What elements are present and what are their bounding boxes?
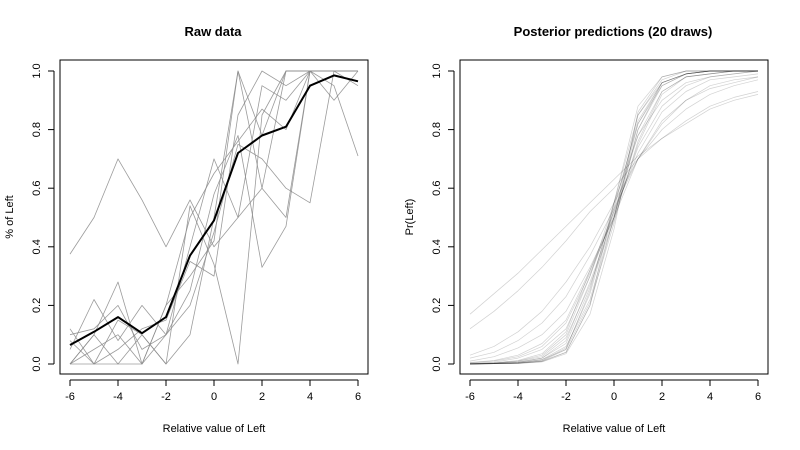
- y-tick-label: 0.8: [431, 122, 443, 137]
- y-tick-label: 0.0: [31, 356, 43, 371]
- raw-individual-line: [70, 70, 358, 365]
- posterior-draw-line: [469, 91, 759, 330]
- posterior-draw-line: [469, 70, 758, 365]
- x-tick-label: -6: [65, 391, 75, 403]
- posterior-lines: [469, 70, 759, 365]
- raw-data-xlabel: Relative value of Left: [163, 423, 266, 435]
- y-tick-label: 0.6: [431, 181, 443, 196]
- posterior-draw-line: [469, 70, 758, 365]
- raw-data-title: Raw data: [184, 24, 242, 39]
- posterior-ylabel: Pr(Left): [404, 199, 416, 236]
- posterior-draw-line: [469, 70, 758, 365]
- posterior-draw-line: [469, 70, 758, 365]
- raw-data-plot-frame: [59, 59, 369, 375]
- y-tick-label: 0.0: [431, 356, 443, 371]
- x-tick-label: 4: [707, 391, 713, 403]
- raw-individual-line: [69, 70, 358, 350]
- raw-individual-line: [69, 70, 359, 350]
- raw-data-ylabel: % of Left: [4, 195, 16, 238]
- posterior-draw-line: [469, 70, 758, 365]
- posterior-draw-line: [469, 70, 758, 365]
- x-tick-label: -2: [161, 391, 171, 403]
- panel-posterior-predictions: Posterior predictions (20 draws) -6 -4 -2 0…: [404, 24, 769, 435]
- x-tick-label: -4: [513, 391, 523, 403]
- posterior-plot-frame: [459, 59, 769, 375]
- raw-mean-line: [69, 74, 359, 346]
- x-tick-label: 4: [307, 391, 313, 403]
- x-tick-label: -6: [465, 391, 475, 403]
- posterior-title: Posterior predictions (20 draws): [514, 24, 713, 39]
- y-tick-label: 1.0: [31, 63, 43, 78]
- posterior-draw-line: [469, 73, 759, 363]
- posterior-draw-line: [469, 70, 758, 365]
- posterior-draw-line: [469, 70, 758, 365]
- x-tick-label: -2: [561, 391, 571, 403]
- posterior-xlabel: Relative value of Left: [563, 423, 666, 435]
- panel-raw-data: Raw data -6 -4 -2 0 2 4 6 0.0 0.2 0.4 0.6 0.8 1.0 Re…: [4, 24, 369, 435]
- posterior-draw-line: [469, 94, 759, 315]
- posterior-draw-line: [469, 76, 759, 362]
- posterior-draw-line: [469, 79, 759, 356]
- x-tick-label: 0: [211, 391, 217, 403]
- posterior-axes: -6 -4 -2 0 2 4 6 0.0 0.2 0.4 0.6 0.8 1.0: [431, 63, 761, 403]
- raw-individual-line: [69, 70, 358, 255]
- y-tick-label: 0.4: [431, 239, 443, 254]
- y-tick-label: 0.8: [31, 122, 43, 137]
- x-tick-label: -4: [113, 391, 123, 403]
- posterior-draw-line: [469, 70, 759, 364]
- x-tick-label: 2: [259, 391, 265, 403]
- y-tick-label: 0.4: [31, 239, 43, 254]
- y-tick-label: 0.2: [31, 298, 43, 313]
- x-tick-label: 0: [611, 391, 617, 403]
- posterior-draw-line: [469, 70, 758, 365]
- raw-data-lines: [69, 70, 359, 365]
- posterior-draw-line: [469, 70, 758, 365]
- y-tick-label: 0.6: [31, 181, 43, 196]
- posterior-draw-line: [469, 70, 759, 364]
- posterior-draw-line: [469, 70, 758, 365]
- x-tick-label: 6: [755, 391, 761, 403]
- y-tick-label: 1.0: [431, 63, 443, 78]
- x-tick-label: 2: [659, 391, 665, 403]
- y-tick-label: 0.2: [431, 298, 443, 313]
- posterior-draw-line: [469, 70, 758, 365]
- posterior-draw-line: [469, 76, 759, 359]
- raw-data-axes: -6 -4 -2 0 2 4 6 0.0 0.2 0.4 0.6 0.8 1.0: [31, 63, 361, 403]
- x-tick-label: 6: [355, 391, 361, 403]
